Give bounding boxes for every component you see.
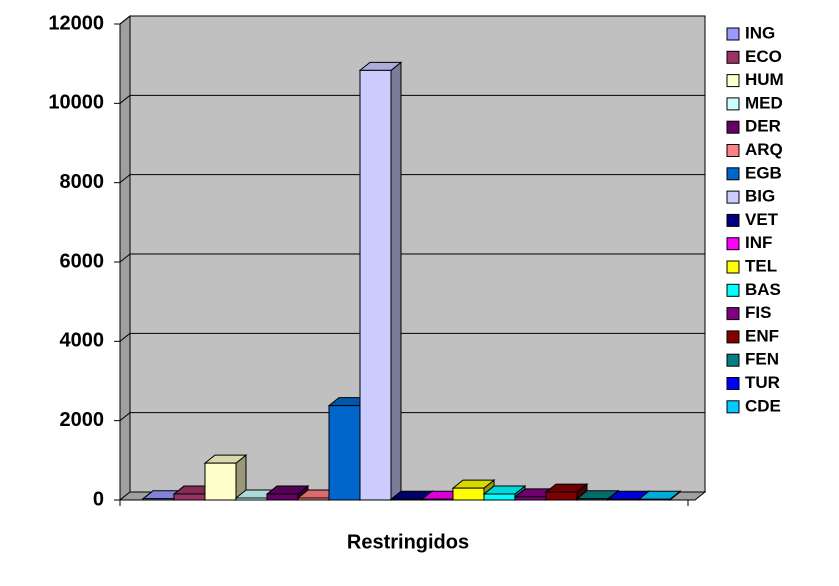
bar [203, 454, 248, 502]
bar-face [452, 487, 485, 501]
legend-label: INF [745, 233, 772, 252]
legend-label: DER [745, 117, 781, 136]
legend-label: ENF [745, 326, 779, 345]
bar-face [390, 61, 402, 502]
legend-label: ARQ [745, 140, 783, 159]
legend-swatch [726, 400, 740, 414]
legend-swatch [726, 260, 740, 274]
bar [358, 61, 403, 502]
legend-swatch [726, 50, 740, 64]
legend-label: BAS [745, 280, 781, 299]
bar-face [266, 493, 299, 501]
bar-face [545, 491, 578, 501]
legend-label: TUR [745, 373, 780, 392]
legend-swatch [726, 377, 740, 390]
x-tick-label: Restringidos [347, 531, 469, 553]
legend-swatch [726, 213, 740, 227]
bar-face [638, 498, 671, 501]
legend-swatch [726, 237, 740, 251]
grid-line [119, 94, 131, 104]
bar-face [328, 405, 361, 501]
grid-line [119, 412, 131, 422]
bar-face [173, 493, 206, 501]
grid-line [119, 174, 131, 184]
legend-label: VET [745, 210, 779, 229]
bar-face [576, 498, 609, 501]
legend-swatch [726, 353, 740, 367]
legend-label: TEL [745, 256, 777, 275]
bar [544, 483, 589, 502]
bar [637, 490, 682, 502]
bar-face [483, 493, 516, 501]
y-tick-label: 6000 [60, 250, 105, 272]
legend-swatch [726, 307, 740, 321]
y-tick-label: 0 [93, 488, 104, 510]
bar-face [359, 69, 392, 501]
legend-swatch [726, 330, 740, 344]
grid-line [119, 15, 131, 25]
y-tick-label: 10000 [48, 92, 104, 114]
legend-label: FEN [745, 350, 779, 369]
y-tick-label: 4000 [60, 330, 105, 352]
legend-label: ING [745, 23, 775, 42]
bar-face [142, 498, 175, 501]
legend-label: CDE [745, 396, 781, 415]
bar-face [204, 462, 237, 501]
bar-face [235, 497, 268, 501]
grid-line [119, 253, 131, 263]
legend-label: HUM [745, 70, 784, 89]
legend-swatch [726, 97, 740, 111]
legend-label: ECO [745, 47, 782, 66]
y-tick-label: 12000 [48, 12, 104, 34]
bar-face [421, 498, 454, 501]
legend-swatch [726, 167, 740, 181]
y-tick-label: 2000 [60, 409, 105, 431]
legend-label: FIS [745, 303, 771, 322]
legend-swatch [726, 27, 740, 41]
bar-face [514, 496, 547, 501]
legend-swatch [726, 120, 740, 134]
bar-face [297, 497, 330, 501]
legend-swatch [726, 144, 740, 157]
legend-label: EGB [745, 163, 782, 182]
legend-swatch [726, 190, 740, 204]
y-tick-label: 8000 [60, 171, 105, 193]
bar-face [390, 498, 423, 501]
legend-label: MED [745, 93, 783, 112]
legend-swatch [726, 283, 740, 297]
bar-face [607, 498, 640, 501]
legend-label: BIG [745, 187, 775, 206]
grid-line [119, 332, 131, 342]
legend-swatch [726, 74, 740, 88]
